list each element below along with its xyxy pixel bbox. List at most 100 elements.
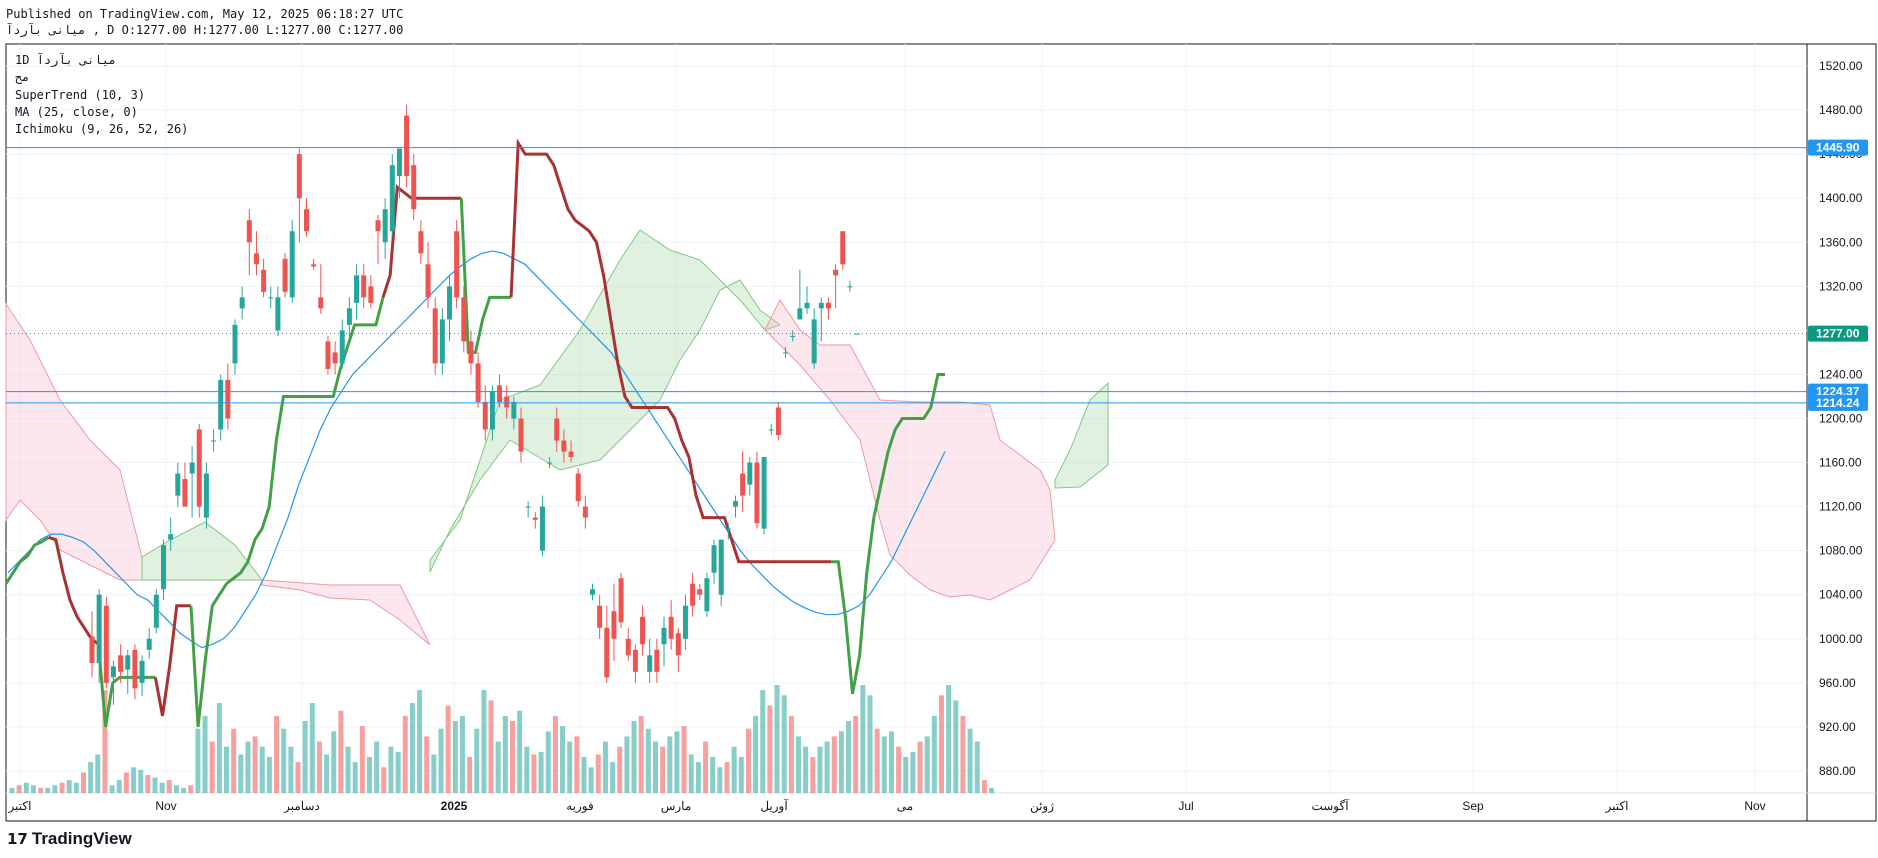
- volume-bar: [116, 780, 122, 793]
- legend-ma[interactable]: MA (25, close, 0): [15, 105, 138, 119]
- volume-bar: [631, 721, 637, 793]
- volume-bar: [767, 705, 773, 793]
- volume-bar: [574, 736, 580, 793]
- price-axis: 880.00 920.00 960.00 1000.00 1040.00 1080.00 1…: [1819, 59, 1863, 778]
- candle-body: [268, 297, 274, 299]
- tradingview-brand[interactable]: 17 TradingView: [7, 829, 132, 849]
- volume-bar: [860, 685, 866, 793]
- candle-body: [139, 660, 145, 683]
- legend-ichimoku[interactable]: Ichimoku (9, 26, 52, 26): [15, 122, 189, 136]
- volume-bar: [109, 785, 115, 793]
- volume-bar: [367, 757, 372, 793]
- volume-bar: [274, 715, 280, 793]
- x-tick-label: Sep: [1462, 799, 1484, 813]
- candle-body: [468, 341, 474, 364]
- y-tick-label: 1360.00: [1819, 235, 1863, 249]
- supertrend-up-line: [831, 372, 945, 695]
- volume-bar: [252, 736, 258, 793]
- candle-body: [783, 352, 789, 354]
- candle-body: [597, 605, 603, 628]
- candle-body: [811, 319, 817, 364]
- candle-body: [611, 611, 617, 639]
- candle-body: [232, 324, 238, 364]
- volume-bar: [567, 741, 573, 793]
- volume-bar: [653, 741, 658, 793]
- volume-bar: [395, 751, 401, 793]
- candle-body: [89, 636, 95, 664]
- volume-bar: [552, 715, 558, 793]
- legend-sub: مح: [15, 70, 30, 84]
- volume-bar: [102, 690, 108, 793]
- volume-bar: [645, 728, 651, 793]
- candle-body: [211, 440, 217, 442]
- volume-bar: [81, 772, 86, 793]
- volume-bar: [638, 715, 644, 793]
- candle-body: [411, 165, 417, 210]
- y-tick-label: 1120.00: [1819, 500, 1862, 514]
- candle-body: [161, 545, 166, 590]
- volume-bar: [431, 754, 437, 793]
- volume-bar: [531, 754, 537, 793]
- volume-bar: [989, 787, 995, 793]
- volume-bar: [45, 787, 51, 793]
- candle-body: [733, 501, 738, 507]
- price-label-text: 1277.00: [1816, 327, 1860, 341]
- volume-bar: [145, 775, 151, 793]
- candle-body: [568, 451, 574, 458]
- supertrend-up-line: [189, 296, 385, 728]
- supertrend-up-line: [96, 644, 156, 728]
- price-label-1277.00: 1277.00: [1808, 325, 1868, 342]
- volume-bar: [853, 715, 859, 793]
- volume-bar: [781, 695, 787, 793]
- legend-symbol[interactable]: 1D میانی بآرد‌آ: [15, 53, 117, 67]
- cloud-green: [1054, 381, 1109, 489]
- volume-bar: [388, 746, 394, 793]
- candle-body: [418, 231, 424, 254]
- candle-body: [675, 633, 681, 656]
- volume-bar: [753, 715, 759, 793]
- volume-bar: [931, 715, 937, 793]
- volume-bar: [352, 762, 358, 793]
- volume-bar: [867, 695, 873, 793]
- candle-body: [475, 363, 481, 402]
- candle-body: [225, 379, 231, 419]
- y-tick-label: 1080.00: [1819, 544, 1863, 558]
- volume-bar: [488, 700, 494, 793]
- volume-bar: [681, 726, 687, 793]
- candle-body: [825, 302, 831, 309]
- volume-bar: [888, 731, 894, 793]
- candle-body: [725, 528, 731, 530]
- y-tick-label: 1480.00: [1819, 103, 1863, 117]
- x-tick-label: فوریه: [566, 799, 594, 813]
- volume-bar: [16, 785, 22, 793]
- volume-bar: [617, 746, 623, 793]
- candle-body: [103, 605, 109, 683]
- candle-body: [625, 638, 631, 656]
- x-tick-label: Jul: [1178, 799, 1193, 813]
- x-tick-label: اکتبر: [8, 799, 32, 813]
- candle-body: [361, 275, 367, 298]
- volume-bar: [295, 762, 301, 793]
- candle-body: [847, 286, 853, 288]
- candle-body: [253, 253, 259, 265]
- volume-bar: [345, 746, 351, 793]
- volume-bar: [266, 757, 272, 793]
- volume-bar: [981, 780, 987, 793]
- candle-body: [668, 616, 674, 639]
- volume-bar: [946, 685, 952, 793]
- candle-body: [153, 594, 159, 628]
- volume-bar: [838, 731, 844, 793]
- volume-bar: [302, 721, 308, 793]
- candle-body: [632, 649, 638, 672]
- volume-bar: [38, 787, 44, 793]
- volume-bar: [231, 728, 237, 793]
- volume-bar: [874, 728, 880, 793]
- volume-bar: [238, 754, 244, 793]
- legend-supertrend[interactable]: SuperTrend (10, 3): [15, 88, 146, 102]
- volume-bar: [581, 757, 587, 793]
- candle-body: [618, 578, 624, 623]
- volume-bar: [939, 695, 944, 793]
- price-label-1445.90: 1445.90: [1808, 139, 1868, 156]
- supertrend-down-line: [509, 138, 832, 564]
